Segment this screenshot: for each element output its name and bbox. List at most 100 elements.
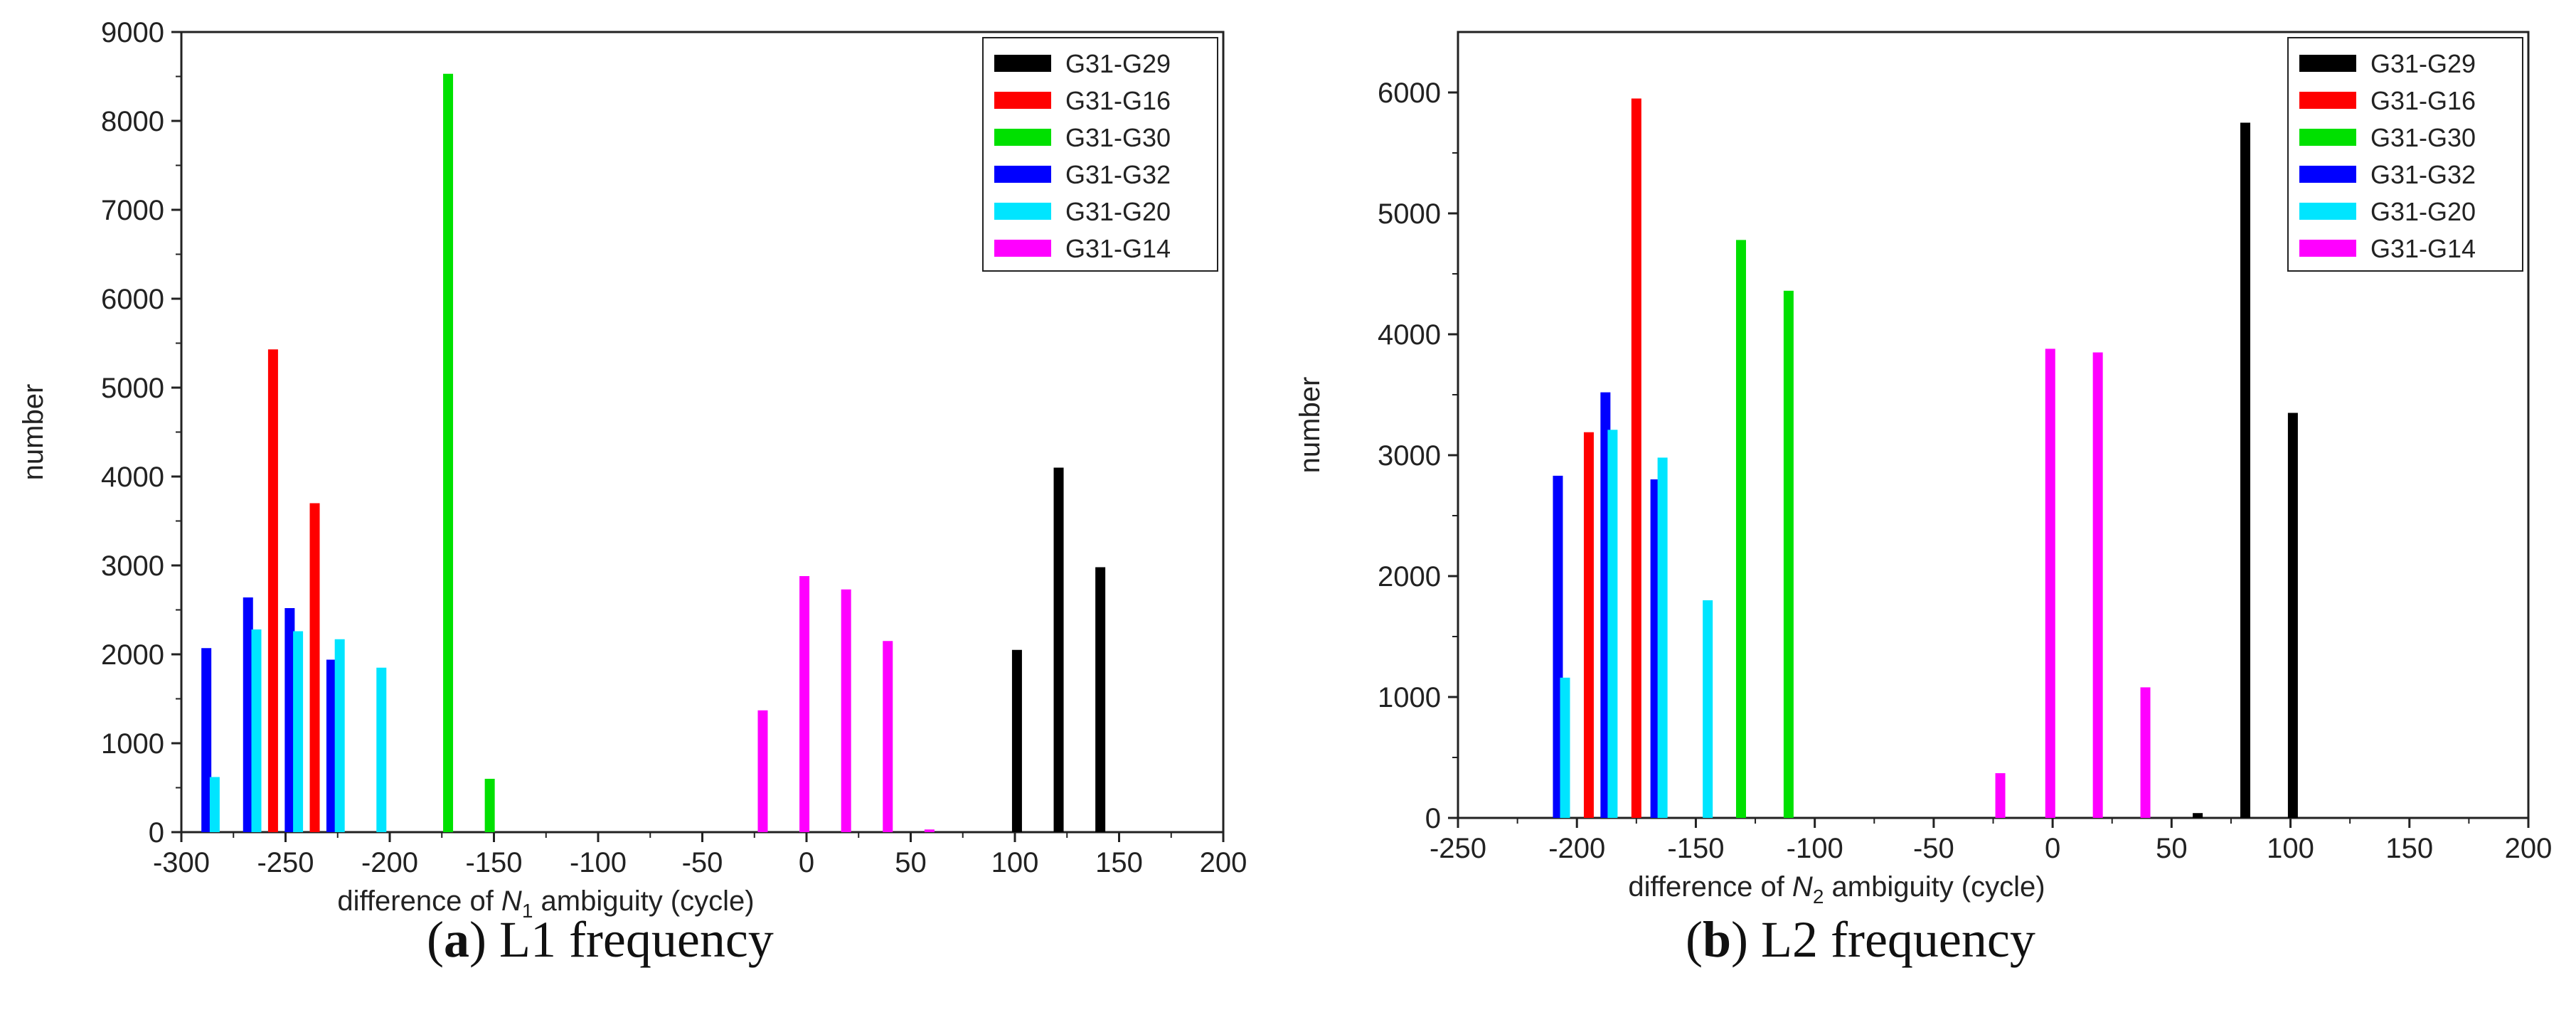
caption-a-text: L1 frequency (499, 911, 774, 968)
bar-a-g31-g32-0 (201, 648, 212, 832)
x-tick-label-a-7: 50 (895, 847, 927, 878)
legend-swatch-a-5 (994, 240, 1051, 257)
x-tick-label-a-0: -300 (153, 847, 210, 878)
caption-a: (a) L1 frequency (427, 911, 774, 968)
legend-label-b-5: G31-G14 (2370, 234, 2476, 263)
x-tick-label-b-4: -50 (1913, 833, 1954, 864)
y-tick-label-a-1: 1000 (101, 728, 164, 760)
bar-b-g31-g20-0 (1560, 677, 1570, 818)
y-tick-label-b-0: 0 (1425, 803, 1441, 834)
x-tick-label-a-10: 200 (1200, 847, 1247, 878)
x-tick-label-b-3: -100 (1787, 833, 1843, 864)
legend-swatch-b-0 (2299, 55, 2356, 72)
bars-b (1553, 98, 2298, 818)
chart-panel-b: -250 -200 -150 -100 -50 0 50 100 150 200010002000… (1294, 31, 2552, 908)
bar-a-g31-g29-2 (1095, 567, 1106, 832)
y-tick-label-b-2: 2000 (1378, 561, 1441, 592)
legend-b: G31-G29 G31-G16 G31-G30 G31-G32 G31-G20 G31-G… (2287, 37, 2523, 272)
bar-b-g31-g29-1 (2240, 122, 2251, 818)
bar-b-g31-g29-2 (2287, 413, 2298, 818)
x-axis-title-b: difference of N2 ambiguity (cycle) (1628, 871, 2045, 908)
x-tick-label-a-5: -50 (682, 847, 723, 878)
legend-label-a-2: G31-G30 (1065, 123, 1171, 152)
bar-a-g31-g14-2 (841, 589, 851, 832)
bar-a-g31-g14-1 (799, 576, 810, 832)
bar-a-g31-g16-0 (267, 349, 278, 832)
x-tick-label-a-1: -250 (257, 847, 314, 878)
bar-a-g31-g32-3 (326, 659, 336, 832)
legend-label-b-2: G31-G30 (2370, 123, 2476, 152)
x-tick-label-b-7: 100 (2267, 833, 2314, 864)
y-tick-label-b-3: 3000 (1378, 440, 1441, 472)
bar-a-g31-g20-2 (293, 631, 304, 832)
x-tick-label-a-2: -200 (361, 847, 418, 878)
bar-b-g31-g20-1 (1607, 430, 1618, 818)
legend-box-b (2287, 37, 2523, 272)
bar-a-g31-g32-1 (243, 597, 253, 832)
axes-a: -300 -250 -200 -150 -100 -50 0 50 100 150 20001000… (101, 17, 1247, 878)
bar-b-g31-g14-3 (2140, 687, 2151, 818)
chart-panel-a: -300 -250 -200 -150 -100 -50 0 50 100 150 20001000… (18, 17, 1247, 922)
x-tick-label-a-3: -150 (465, 847, 522, 878)
legend-box-a (982, 37, 1218, 272)
legend-swatch-b-3 (2299, 166, 2356, 183)
legend-swatch-b-1 (2299, 92, 2356, 109)
x-axis-title-a-variable: N (501, 885, 522, 917)
x-tick-label-b-1: -200 (1548, 833, 1605, 864)
y-tick-label-a-0: 0 (149, 817, 164, 849)
y-tick-label-a-7: 7000 (101, 195, 164, 226)
y-tick-label-a-6: 6000 (101, 284, 164, 315)
y-tick-label-a-4: 4000 (101, 462, 164, 493)
legend-swatch-a-0 (994, 55, 1051, 72)
y-tick-label-a-2: 2000 (101, 639, 164, 671)
x-tick-label-b-9: 200 (2505, 833, 2553, 864)
y-axis-title-a: number (18, 384, 49, 481)
x-tick-label-a-4: -100 (570, 847, 627, 878)
x-tick-label-b-5: 0 (2045, 833, 2060, 864)
bar-b-g31-g16-0 (1583, 432, 1594, 818)
x-axis-title-a: difference of N1 ambiguity (cycle) (337, 885, 754, 922)
x-axis-title-b-subscript: 2 (1813, 885, 1824, 908)
x-axis-title-a-prefix: difference of (337, 885, 501, 917)
caption-b: (b) L2 frequency (1686, 911, 2035, 968)
bar-b-g31-g30-1 (1783, 290, 1794, 818)
caption-b-text: L2 frequency (1761, 911, 2035, 968)
bar-a-g31-g14-3 (883, 641, 893, 832)
bar-a-g31-g29-0 (1011, 649, 1022, 832)
bar-b-g31-g14-1 (2045, 349, 2055, 818)
legend-label-a-0: G31-G29 (1065, 49, 1171, 78)
bar-a-g31-g16-1 (309, 503, 320, 832)
bar-a-g31-g30-1 (484, 779, 495, 832)
bar-a-g31-g20-3 (334, 639, 345, 832)
x-tick-label-a-6: 0 (799, 847, 814, 878)
bar-b-g31-g16-1 (1631, 98, 1641, 818)
axes-b: -250 -200 -150 -100 -50 0 50 100 150 200010002000… (1378, 78, 2552, 864)
legend-swatch-a-4 (994, 203, 1051, 220)
x-tick-label-b-8: 150 (2385, 833, 2433, 864)
legend-label-b-0: G31-G29 (2370, 49, 2476, 78)
y-tick-label-b-5: 5000 (1378, 198, 1441, 230)
caption-a-letter: a (443, 911, 469, 968)
x-axis-title-b-prefix: difference of (1628, 871, 1792, 903)
bar-b-g31-g20-2 (1657, 457, 1668, 818)
y-tick-label-a-5: 5000 (101, 373, 164, 404)
legend-a: G31-G29 G31-G16 G31-G30 G31-G32 G31-G20 G31-G… (982, 37, 1218, 272)
x-axis-title-b-suffix: ambiguity (cycle) (1824, 871, 2045, 903)
y-tick-label-a-8: 8000 (101, 106, 164, 137)
bar-a-g31-g14-0 (757, 710, 768, 832)
legend-label-b-3: G31-G32 (2370, 160, 2476, 189)
x-tick-label-a-9: 150 (1095, 847, 1143, 878)
y-tick-label-a-9: 9000 (101, 17, 164, 48)
legend-label-a-1: G31-G16 (1065, 86, 1171, 115)
bar-a-g31-g20-1 (251, 629, 262, 832)
y-tick-label-b-4: 4000 (1378, 319, 1441, 351)
x-axis-title-a-subscript: 1 (522, 900, 533, 922)
bar-a-g31-g32-2 (284, 608, 295, 832)
legend-label-b-4: G31-G20 (2370, 197, 2476, 226)
bar-a-g31-g30-0 (443, 73, 454, 832)
legend-label-a-4: G31-G20 (1065, 197, 1171, 226)
legend-swatch-b-2 (2299, 129, 2356, 146)
y-tick-label-b-1: 1000 (1378, 682, 1441, 713)
bar-a-g31-g20-0 (209, 777, 220, 832)
